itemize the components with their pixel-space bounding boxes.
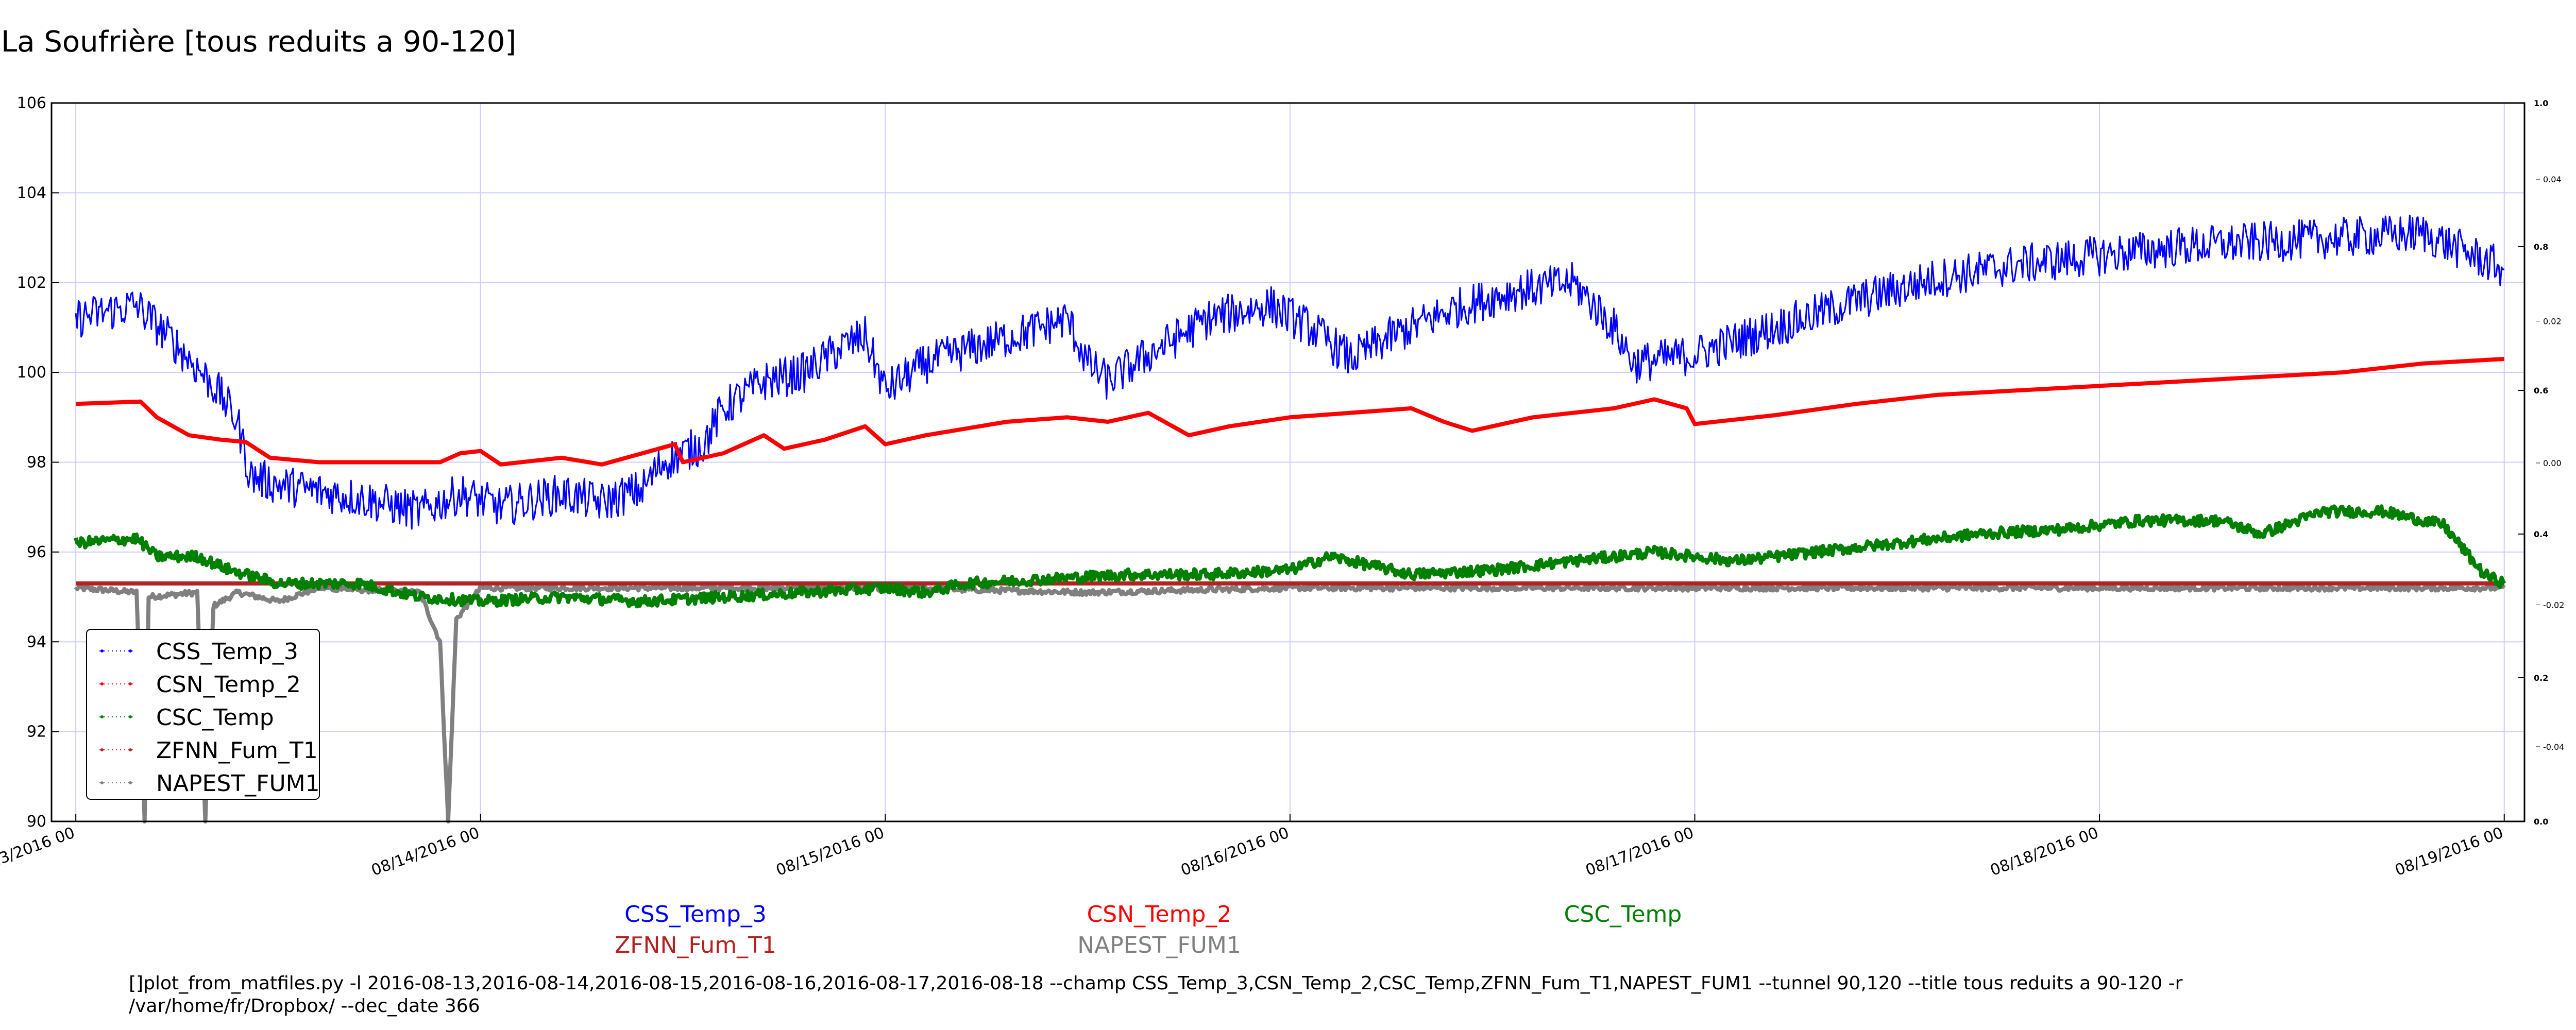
y-tick-label-5: 100 <box>17 364 46 382</box>
right-inner-tick-label-0: -0.04 <box>2543 742 2564 752</box>
chart-title: La Soufrière [tous reduits a 90-120] <box>1 25 516 59</box>
legend-box <box>86 629 320 800</box>
y-tick-label-2: 94 <box>27 633 46 651</box>
series-labels: CSS_Temp_3 CSN_Temp_2 CSC_Temp ZFNN_Fum_T1 N… <box>615 901 1682 958</box>
right-tick-label-5: 1.0 <box>2534 98 2548 108</box>
command-line-caption: []plot_from_matfiles.py -l 2016-08-13,20… <box>129 973 2183 1017</box>
x-tick-label-2: 08/15/2016 00 <box>774 824 887 880</box>
x-tick-label-1: 08/14/2016 00 <box>369 824 482 880</box>
right-tick-label-2: 0.4 <box>2534 529 2548 539</box>
legend-marker-2 <box>100 715 104 718</box>
right-inner-tick-label-4: 0.04 <box>2543 175 2562 184</box>
series-line-CSN_Temp_2 <box>75 357 2504 467</box>
right-tick-label-3: 0.6 <box>2534 386 2548 396</box>
legend-marker-3 <box>100 748 104 751</box>
right-inner-tick-label-2: 0.00 <box>2543 458 2562 468</box>
grid-lines <box>52 102 2524 822</box>
series-label-1: CSN_Temp_2 <box>1087 901 1232 928</box>
legend-label-1: CSN_Temp_2 <box>156 672 301 698</box>
x-tick-label-3: 08/16/2016 00 <box>1178 824 1291 880</box>
legend-marker-end-3 <box>129 748 132 751</box>
x-tick-label-6: 08/19/2016 00 <box>2393 824 2505 880</box>
right-tick-label-1: 0.2 <box>2534 673 2548 683</box>
y-tick-label-3: 96 <box>27 543 46 561</box>
x-axis: 08/13/2016 00 08/14/2016 00 08/15/2016 00 0… <box>0 814 2505 880</box>
legend-marker-1 <box>100 682 104 685</box>
legend-marker-end-0 <box>129 649 132 653</box>
legend-label-3: ZFNN_Fum_T1 <box>156 737 318 764</box>
y-tick-label-1: 92 <box>27 723 46 741</box>
legend: CSS_Temp_3 CSN_Temp_2 CSC_Temp ZFNN_Fum_T1 N… <box>86 629 320 800</box>
legend-label-0: CSS_Temp_3 <box>156 639 298 665</box>
series-label-4: NAPEST_FUM1 <box>1077 932 1241 958</box>
series-line-CSC_Temp <box>74 504 2506 609</box>
legend-label-2: CSC_Temp <box>156 705 274 731</box>
series-label-2: CSC_Temp <box>1564 901 1682 928</box>
legend-marker-end-1 <box>129 682 132 685</box>
legend-marker-end-4 <box>129 781 132 784</box>
y-axis: 90 92 94 96 98 100 102 104 106 <box>17 94 59 831</box>
series-line-CSS_Temp_3 <box>75 214 2505 530</box>
right-inner-tick-label-3: 0.02 <box>2543 317 2562 327</box>
legend-label-4: NAPEST_FUM1 <box>156 770 320 797</box>
x-tick-label-0: 08/13/2016 00 <box>0 824 77 880</box>
x-tick-label-5: 08/18/2016 00 <box>1988 824 2101 880</box>
y-tick-label-6: 102 <box>17 274 46 292</box>
legend-marker-0 <box>100 649 104 653</box>
series-label-3: ZFNN_Fum_T1 <box>615 932 776 958</box>
right-axis: 0.0 0.2 0.4 0.6 0.8 1.0 -0.04 -0.02 0.00 0.02 0.04 <box>2518 98 2564 827</box>
legend-marker-4 <box>100 781 104 784</box>
y-tick-label-7: 104 <box>17 184 46 202</box>
series-layer <box>74 214 2506 823</box>
y-tick-label-8: 106 <box>17 94 46 112</box>
legend-marker-end-2 <box>129 715 132 718</box>
right-inner-tick-label-1: -0.02 <box>2543 600 2564 610</box>
x-tick-label-4: 08/17/2016 00 <box>1583 824 1696 880</box>
series-label-0: CSS_Temp_3 <box>624 901 767 928</box>
right-tick-label-0: 0.0 <box>2534 817 2548 827</box>
y-tick-label-4: 98 <box>27 454 46 472</box>
right-tick-label-4: 0.8 <box>2534 242 2548 252</box>
y-tick-label-0: 90 <box>27 813 46 831</box>
